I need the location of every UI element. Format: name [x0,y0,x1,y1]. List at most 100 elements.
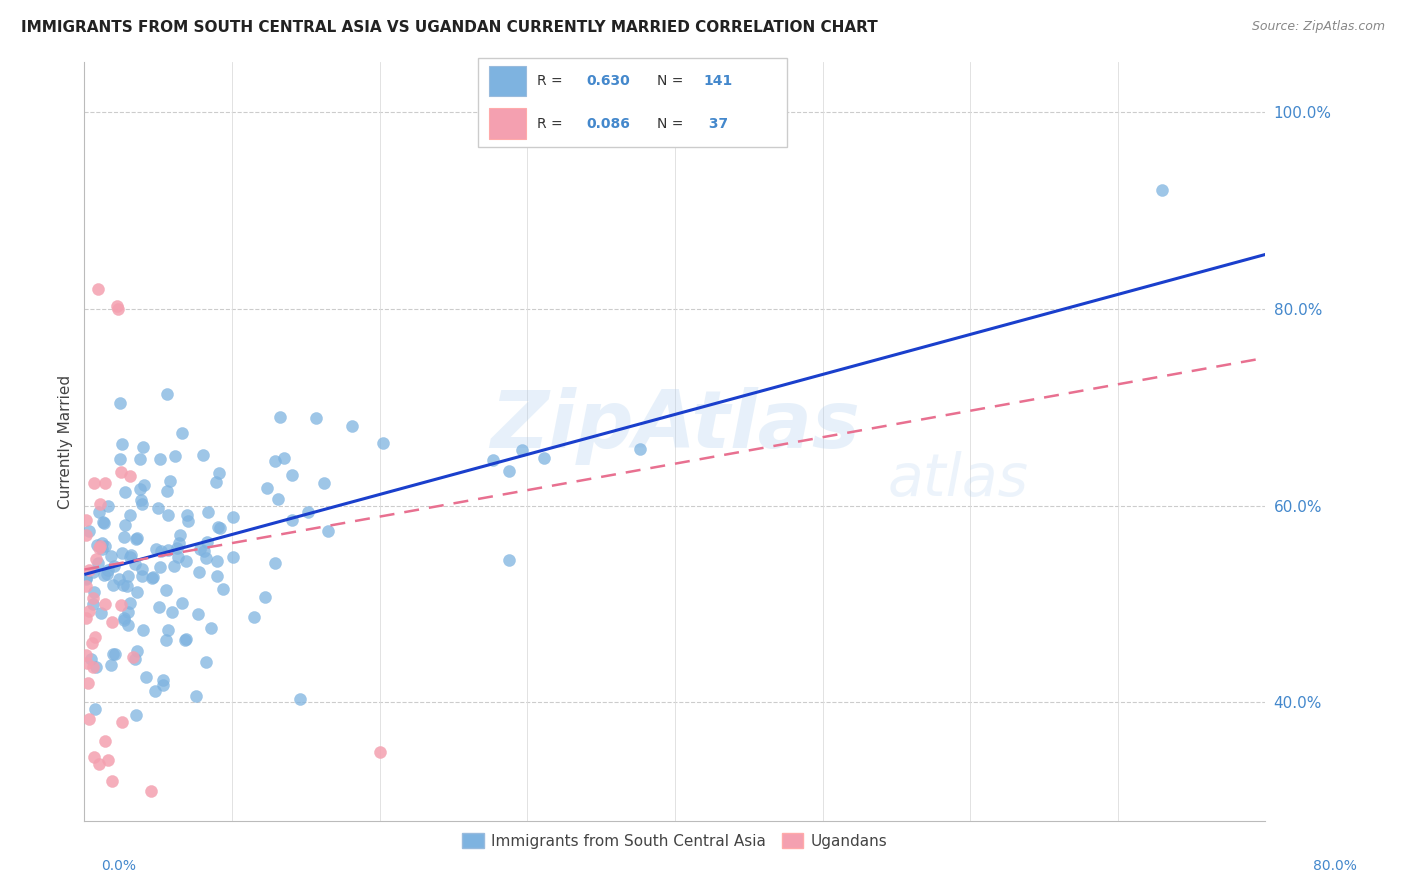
Point [110,466,132,480]
Point [205,568,228,582]
Point [209,521,232,535]
Point [368,745,391,759]
Point [111,546,134,560]
Point [177,514,200,528]
Point [76,656,98,670]
Point [267,492,290,507]
Point [125,532,148,546]
Point [264,454,287,468]
Point [211,582,233,597]
Point [124,557,146,571]
Point [129,482,152,496]
Point [174,633,197,648]
Text: IMMIGRANTS FROM SOUTH CENTRAL ASIA VS UGANDAN CURRENTLY MARRIED CORRELATION CHAR: IMMIGRANTS FROM SOUTH CENTRAL ASIA VS UG… [21,20,877,35]
Text: ZipAtlas: ZipAtlas [489,387,860,466]
Point [125,531,148,545]
Point [193,544,215,558]
Point [129,492,152,507]
Text: R =: R = [537,117,567,130]
Point [75,611,97,625]
Point [254,590,277,604]
Point [89,497,111,511]
Point [191,448,214,462]
Point [110,598,132,612]
Point [1150,184,1173,198]
Point [208,466,231,480]
Point [197,505,219,519]
Point [82,591,104,606]
Text: 37: 37 [704,117,728,130]
Point [195,534,218,549]
Point [84,660,107,674]
Point [121,649,143,664]
Point [145,541,167,556]
Point [80,636,103,650]
Point [87,541,110,555]
Point [149,543,172,558]
Point [131,568,153,582]
Point [143,684,166,698]
Point [125,584,148,599]
Point [141,784,163,798]
Point [75,648,97,662]
Point [118,508,141,522]
Point [190,541,212,556]
Point [83,750,105,764]
Point [131,440,153,454]
Point [132,477,155,491]
Text: 141: 141 [704,74,733,87]
Point [172,425,194,440]
Point [174,632,197,647]
Point [75,572,97,586]
Point [75,571,97,585]
Text: R =: R = [537,74,567,87]
Point [120,549,142,563]
Point [94,539,117,553]
Point [371,435,394,450]
Point [101,577,124,591]
Point [117,605,139,619]
Point [187,566,209,580]
Point [288,692,311,706]
Point [200,621,222,635]
Point [194,655,217,669]
Point [90,607,112,621]
Point [90,541,112,556]
Point [114,484,136,499]
Point [97,500,120,514]
Point [86,538,108,552]
Point [80,652,103,666]
Point [82,597,104,611]
Point [94,597,117,611]
Text: atlas: atlas [887,451,1028,508]
Point [169,528,191,542]
Point [107,301,129,316]
Point [131,498,153,512]
Point [91,536,114,550]
Point [152,678,174,692]
Point [498,552,520,566]
Point [108,572,131,586]
Point [269,410,291,425]
Point [110,715,132,730]
Point [115,579,138,593]
Point [97,564,120,578]
Point [314,476,336,491]
Point [167,536,190,550]
Point [120,469,142,483]
Text: Source: ZipAtlas.com: Source: ZipAtlas.com [1251,20,1385,33]
Point [281,467,304,482]
Point [94,734,117,748]
Point [273,450,295,465]
Point [101,615,124,630]
Point [100,774,122,789]
Point [163,559,186,574]
Point [103,648,125,662]
Point [186,689,208,703]
Point [100,657,122,672]
Point [75,579,97,593]
Point [77,563,100,577]
Point [111,437,134,451]
Point [105,299,128,313]
Point [124,652,146,666]
